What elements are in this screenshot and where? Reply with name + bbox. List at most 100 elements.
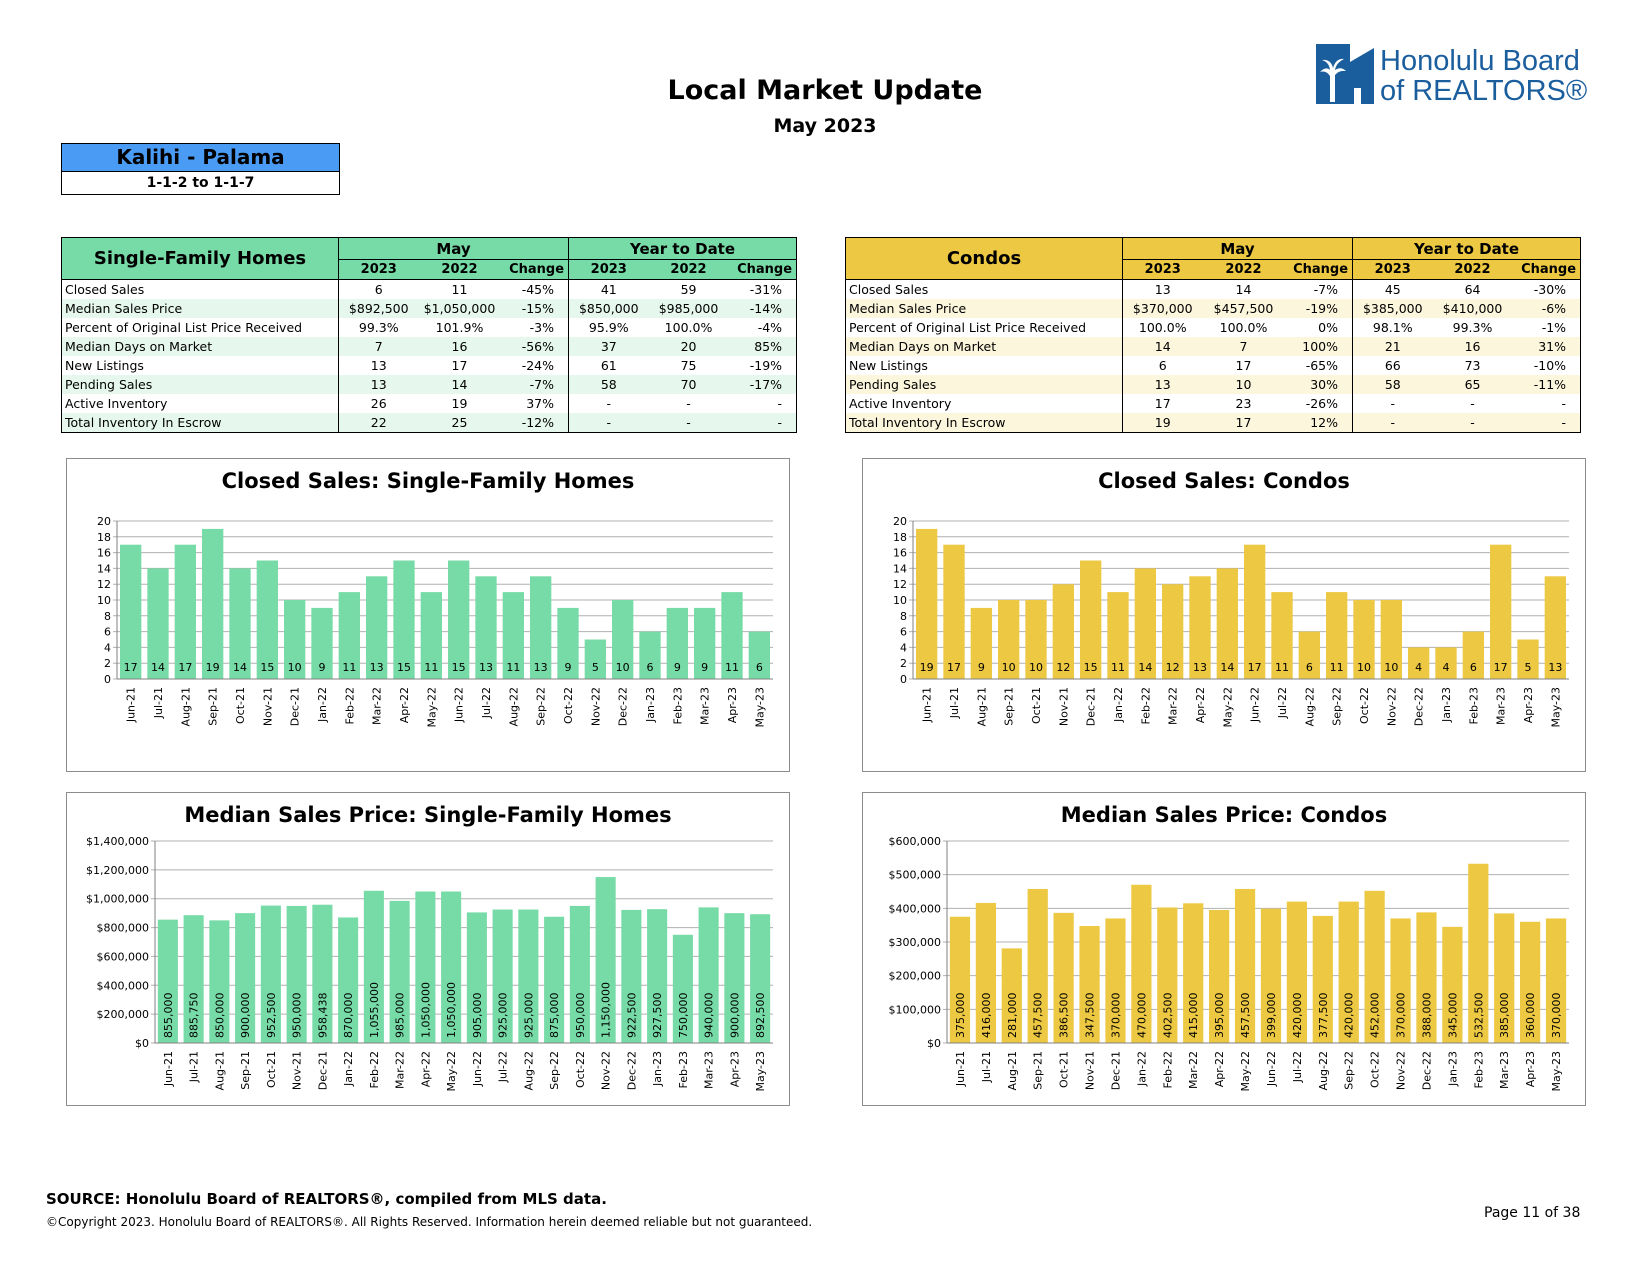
table-row: New Listings 13 17 -24% 61 75 -19% <box>61 356 798 375</box>
cell-m22: 19 <box>451 396 468 411</box>
x-tick-label: May-23 <box>754 1051 767 1092</box>
col-2022: 2022 <box>1202 259 1285 280</box>
cell-y23: $385,000 <box>1352 299 1433 318</box>
data-label: 377,500 <box>1317 993 1330 1039</box>
chart-bar <box>1416 912 1437 1043</box>
chart-bar <box>639 631 661 679</box>
cell-y23: 66 <box>1352 356 1433 375</box>
chart-bar <box>698 907 719 1043</box>
median-price-condo-chart: Median Sales Price: Condos $0 $100,000 $20… <box>862 792 1586 1106</box>
chart-bar <box>1134 568 1156 679</box>
chart-bar <box>229 568 251 679</box>
chart-bar <box>557 607 579 679</box>
data-label: 1,055,000 <box>368 982 381 1038</box>
cell-ychg: -31% <box>728 279 798 299</box>
cell-m22: 14 <box>1235 282 1252 297</box>
table-row: Closed Sales 13 14 -7% 45 64 -30% <box>845 279 1582 299</box>
col-2022: 2022 <box>1432 259 1513 280</box>
y-tick-label: $600,000 <box>97 950 150 963</box>
x-tick-label: Apr-22 <box>1213 1051 1226 1087</box>
chart-bar <box>209 920 230 1043</box>
cell-m22: 7 <box>1239 339 1248 354</box>
group-ytd-header: Year to Date <box>568 237 798 260</box>
chart-bar <box>595 877 616 1043</box>
data-label: 415,000 <box>1187 993 1200 1039</box>
x-tick-label: Sep-22 <box>1331 687 1344 726</box>
row-label: Active Inventory <box>845 394 1123 413</box>
chart-bar <box>174 544 196 679</box>
data-label: 10 <box>616 661 630 674</box>
logo-text-line1: Honolulu Board <box>1380 45 1580 77</box>
data-label: 6 <box>647 661 654 674</box>
cell-y22: 100.0% <box>664 320 713 335</box>
row-label: Closed Sales <box>845 279 1123 299</box>
chart-bar <box>415 891 436 1043</box>
y-tick-label: $1,000,000 <box>86 893 149 906</box>
cell-mchg: 100% <box>1302 339 1339 354</box>
data-label: 958,438 <box>316 993 329 1039</box>
table-row: Pending Sales 13 14 -7% 58 70 -17% <box>61 375 798 394</box>
data-label: 925,000 <box>522 993 535 1039</box>
cell-y23: $850,000 <box>568 299 649 318</box>
x-tick-label: Mar-23 <box>1498 1051 1511 1089</box>
cell-m22: 101.9% <box>435 320 484 335</box>
data-label: 17 <box>178 661 192 674</box>
data-label: 420,000 <box>1343 993 1356 1039</box>
chart-bar <box>544 916 565 1043</box>
cell-m22: $457,500 <box>1213 301 1274 316</box>
data-label: 10 <box>1029 661 1043 674</box>
cell-y22: - <box>1470 396 1475 411</box>
y-tick-label: $500,000 <box>889 869 942 882</box>
data-label: 470,000 <box>1135 993 1148 1039</box>
x-tick-label: Jan-22 <box>342 1051 355 1087</box>
data-label: 370,000 <box>1395 993 1408 1039</box>
x-tick-label: Oct-22 <box>1369 1051 1382 1088</box>
cell-ychg: -4% <box>728 318 798 337</box>
cell-m22: $1,050,000 <box>423 301 496 316</box>
cell-y22: 16 <box>1464 339 1481 354</box>
chart-bar <box>1080 560 1102 679</box>
data-label: 375,000 <box>954 993 967 1039</box>
y-tick-label: $800,000 <box>97 922 150 935</box>
cell-m23: 99.3% <box>338 318 419 337</box>
x-tick-label: Nov-21 <box>261 687 274 726</box>
cell-m23: 13 <box>338 356 419 375</box>
chart-bar <box>1520 921 1541 1043</box>
data-label: 17 <box>1248 661 1262 674</box>
table-row: Percent of Original List Price Received 1… <box>845 318 1582 337</box>
source-note: SOURCE: Honolulu Board of REALTORS®, com… <box>46 1190 607 1208</box>
y-tick-label: $1,200,000 <box>86 864 149 877</box>
chart-bar <box>260 905 281 1043</box>
cell-y22: 59 <box>680 282 697 297</box>
chart-bar <box>970 607 992 679</box>
x-tick-label: Jan-22 <box>316 687 329 723</box>
chart-bar <box>1234 888 1256 1043</box>
data-label: 13 <box>1548 661 1562 674</box>
chart-bar <box>949 916 971 1043</box>
data-label: 457,500 <box>1239 993 1252 1039</box>
chart-bar <box>584 639 606 679</box>
cell-y22: 75 <box>680 358 697 373</box>
chart-bar <box>518 909 539 1043</box>
chart-bar <box>1390 918 1411 1043</box>
chart-plot: $0 $100,000 $200,000 $300,000 $400,000 $500,0… <box>889 835 1569 1092</box>
x-tick-label: Jun-22 <box>471 1051 484 1087</box>
x-tick-label: Aug-22 <box>522 1051 535 1090</box>
chart-bar <box>1105 918 1126 1043</box>
data-label: 9 <box>674 661 681 674</box>
table-row: Active Inventory 26 19 37% - - - <box>61 394 798 413</box>
col-2023: 2023 <box>1122 259 1203 280</box>
x-tick-label: Dec-22 <box>617 687 630 726</box>
chart-bar <box>1380 600 1402 679</box>
chart-bar <box>1544 576 1566 679</box>
chart-bar <box>724 913 745 1043</box>
data-label: 13 <box>1193 661 1207 674</box>
x-tick-label: May-22 <box>1221 687 1234 728</box>
data-label: 360,000 <box>1524 993 1537 1039</box>
data-label: 13 <box>534 661 548 674</box>
x-tick-label: Sep-22 <box>1343 1051 1356 1090</box>
chart-bar <box>998 600 1020 679</box>
y-tick-label: $0 <box>135 1037 149 1050</box>
row-label: Pending Sales <box>845 375 1123 394</box>
x-tick-label: Dec-21 <box>1109 1051 1122 1090</box>
